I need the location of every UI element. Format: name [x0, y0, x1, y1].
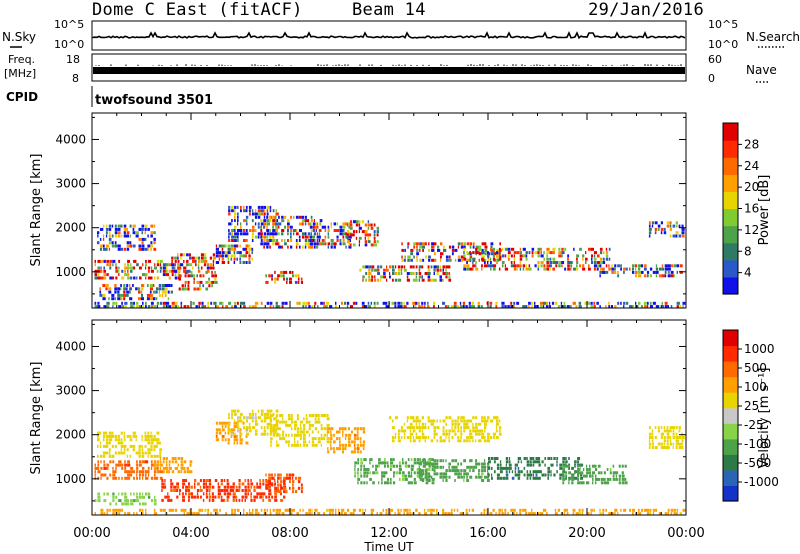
freq-trace — [93, 67, 685, 74]
power-panel: 1000 2000 3000 4000 Slant Range [km] 4 8 12 16… — [29, 112, 772, 309]
colorbar-segment — [723, 376, 738, 393]
colorbar-tick-label: 500 — [744, 361, 767, 375]
colorbar-tick-label: 4 — [744, 266, 752, 280]
colorbar-tick-label: 28 — [744, 137, 759, 151]
colorbar-segment — [723, 392, 738, 409]
colorbar-tick-label: 20 — [744, 180, 759, 194]
y-tick-label: 2000 — [55, 428, 86, 442]
colorbar-segment — [723, 157, 738, 175]
velocity-panel: 1000 2000 3000 4000 Slant Range [km] 1000 50… — [29, 319, 779, 516]
x-tick-label: 08:00 — [271, 526, 308, 541]
x-tick-label: 00:00 — [73, 526, 110, 541]
x-tick-label: 20:00 — [568, 526, 605, 541]
colorbar-segment — [723, 454, 738, 471]
nsearch-tick-bottom: 10^0 — [708, 38, 738, 51]
y-tick-label: 4000 — [55, 340, 86, 354]
velocity-y-axis-label: Slant Range [km] — [29, 362, 44, 475]
colorbar-segment — [723, 225, 738, 244]
power-y-axis-label: Slant Range [km] — [29, 154, 44, 267]
x-tick-label: 00:00 — [667, 526, 704, 541]
freq-spikes — [95, 64, 682, 66]
freq-label-top: Freq. — [8, 53, 35, 66]
nave-tick-bottom: 0 — [708, 72, 715, 85]
colorbar-segment — [723, 345, 738, 362]
colorbar-segment — [723, 407, 738, 424]
colorbar-segment — [723, 423, 738, 440]
colorbar-tick-label: 16 — [744, 202, 759, 216]
colorbar-tick-label: 25 — [744, 399, 759, 413]
y-tick-label: 1000 — [55, 472, 86, 486]
x-axis-label: Time UT — [363, 540, 414, 554]
velocity-cells — [94, 409, 686, 516]
cpid-program: twofsound 3501 — [95, 93, 213, 108]
velocity-colorbar-label: Velocity [m s⁻¹] — [757, 368, 772, 469]
y-tick-label: 2000 — [55, 221, 86, 235]
station-title: Dome C East (fitACF) — [92, 0, 303, 20]
y-tick-label: 1000 — [55, 265, 86, 279]
nsky-panel: N.Sky 10^5 10^0 10^5 10^0 N.Search — [2, 18, 800, 51]
colorbar-segment — [723, 123, 738, 141]
date-label: 29/Jan/2016 — [588, 0, 704, 20]
colorbar-segment — [723, 485, 738, 502]
colorbar-tick-label: -1000 — [744, 475, 779, 489]
freq-label-bottom: [MHz] — [4, 67, 36, 80]
cpid-panel: CPID twofsound 3501 — [6, 86, 213, 108]
x-tick-label: 12:00 — [370, 526, 407, 541]
power-colorbar-label: Power [dB] — [757, 175, 772, 246]
freq-panel: Freq. [MHz] 18 8 60 0 Nave — [4, 53, 777, 85]
nsky-tick-bottom: 10^0 — [54, 38, 84, 51]
freq-tick-top: 18 — [66, 53, 80, 66]
x-tick-label: 04:00 — [172, 526, 209, 541]
time-axis-labels: 00:00 04:00 08:00 12:00 16:00 20:00 00:0… — [73, 526, 704, 541]
colorbar-tick-label: 1000 — [744, 342, 775, 356]
colorbar-segment — [723, 208, 738, 227]
power-y-tick-labels: 1000 2000 3000 4000 — [55, 133, 86, 279]
colorbar-tick-label: 12 — [744, 223, 759, 237]
colorbar-segment — [723, 438, 738, 455]
y-tick-label: 4000 — [55, 133, 86, 147]
colorbar-segment — [723, 330, 738, 347]
colorbar-segment — [723, 276, 738, 295]
y-tick-label: 3000 — [55, 384, 86, 398]
colorbar-segment — [723, 174, 738, 192]
nsearch-label: N.Search — [746, 30, 800, 44]
colorbar-segment — [723, 259, 738, 278]
power-cells — [94, 205, 686, 309]
cpid-label: CPID — [6, 90, 38, 104]
y-tick-label: 3000 — [55, 177, 86, 191]
nsearch-tick-top: 10^5 — [708, 18, 738, 31]
velocity-colorbar: 1000 500 100 25 -25 -100 -500 -1000 — [722, 329, 779, 502]
colorbar-segment — [723, 469, 738, 486]
colorbar-tick-label: -500 — [744, 456, 771, 470]
colorbar-segment — [723, 242, 738, 261]
colorbar-tick-label: -25 — [744, 418, 764, 432]
colorbar-tick-label: -100 — [744, 437, 771, 451]
x-tick-label: 16:00 — [469, 526, 506, 541]
beam-label: Beam 14 — [352, 0, 426, 20]
colorbar-segment — [723, 191, 738, 210]
freq-tick-bottom: 8 — [72, 72, 79, 85]
nave-label: Nave — [746, 63, 777, 77]
colorbar-tick-label: 8 — [744, 244, 752, 258]
power-colorbar: 4 8 12 16 20 24 28 — [722, 122, 759, 295]
colorbar-tick-label: 100 — [744, 380, 767, 394]
velocity-y-tick-labels: 1000 2000 3000 4000 — [55, 340, 86, 486]
nave-tick-top: 60 — [708, 53, 722, 66]
colorbar-segment — [723, 140, 738, 158]
colorbar-tick-label: 24 — [744, 159, 759, 173]
colorbar-segment — [723, 361, 738, 378]
nsky-label: N.Sky — [2, 30, 36, 44]
nsky-trace — [92, 31, 686, 40]
nsky-tick-top: 10^5 — [54, 18, 84, 31]
